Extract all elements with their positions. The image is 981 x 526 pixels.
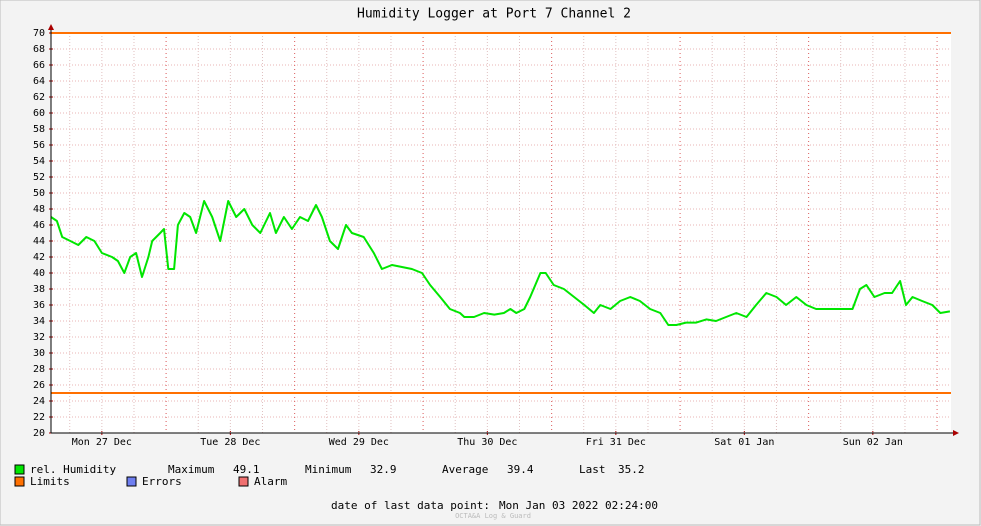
x-tick-label: Mon 27 Dec bbox=[72, 437, 132, 448]
legend-label: Limits bbox=[30, 475, 70, 488]
legend-label: rel. Humidity bbox=[30, 463, 116, 476]
stat-label: Minimum bbox=[305, 463, 352, 476]
y-tick-label: 34 bbox=[33, 316, 45, 327]
y-tick-label: 20 bbox=[33, 428, 45, 439]
stat-value: 35.2 bbox=[618, 463, 645, 476]
legend-swatch bbox=[14, 476, 25, 487]
y-tick-label: 56 bbox=[33, 140, 45, 151]
legend-swatch bbox=[238, 476, 249, 487]
y-tick-label: 44 bbox=[33, 236, 45, 247]
y-tick-label: 30 bbox=[33, 348, 45, 359]
y-tick-label: 70 bbox=[33, 28, 45, 39]
legend: rel. Humidity Limits Errors Alarm Maximu… bbox=[14, 463, 645, 488]
series-line bbox=[50, 200, 951, 326]
x-arrow bbox=[953, 430, 959, 436]
chart-title: Humidity Logger at Port 7 Channel 2 bbox=[357, 7, 631, 22]
y-tick-label: 64 bbox=[33, 76, 45, 87]
y-arrow bbox=[48, 24, 54, 30]
y-tick-label: 22 bbox=[33, 412, 45, 423]
y-tick-label: 24 bbox=[33, 396, 45, 407]
y-tick-label: 62 bbox=[33, 92, 45, 103]
plot-area bbox=[51, 33, 951, 433]
x-tick-label: Tue 28 Dec bbox=[200, 437, 260, 448]
stat-value: 32.9 bbox=[370, 463, 397, 476]
legend-swatch bbox=[14, 464, 25, 475]
y-tick-label: 40 bbox=[33, 268, 45, 279]
y-tick-label: 32 bbox=[33, 332, 45, 343]
x-tick-label: Fri 31 Dec bbox=[586, 437, 646, 448]
stat-label: Last bbox=[579, 463, 606, 476]
legend-label: Alarm bbox=[254, 475, 287, 488]
lines bbox=[50, 32, 951, 394]
y-tick-label: 28 bbox=[33, 364, 45, 375]
last-point: Mon Jan 03 2022 02:24:00 bbox=[499, 499, 658, 512]
stat-label: Average bbox=[442, 463, 488, 476]
legend-swatch bbox=[126, 476, 137, 487]
y-tick-label: 38 bbox=[33, 284, 45, 295]
y-tick-label: 50 bbox=[33, 188, 45, 199]
stat-value: 39.4 bbox=[507, 463, 534, 476]
x-tick-label: Sun 02 Jan bbox=[843, 437, 903, 448]
legend-label: Errors bbox=[142, 475, 182, 488]
y-tick-label: 60 bbox=[33, 108, 45, 119]
x-tick-label: Thu 30 Dec bbox=[457, 437, 517, 448]
grid bbox=[49, 32, 951, 435]
y-tick-label: 36 bbox=[33, 300, 45, 311]
last-point-label: date of last data point: bbox=[331, 499, 490, 512]
y-tick-label: 68 bbox=[33, 44, 45, 55]
y-tick-label: 42 bbox=[33, 252, 45, 263]
y-tick-label: 66 bbox=[33, 60, 45, 71]
y-tick-label: 48 bbox=[33, 204, 45, 215]
y-tick-label: 54 bbox=[33, 156, 45, 167]
y-tick-label: 58 bbox=[33, 124, 45, 135]
x-tick-label: Sat 01 Jan bbox=[714, 437, 774, 448]
stat-value: 49.1 bbox=[233, 463, 260, 476]
y-tick-label: 26 bbox=[33, 380, 45, 391]
y-tick-label: 52 bbox=[33, 172, 45, 183]
y-tick-label: 46 bbox=[33, 220, 45, 231]
footer: OCTA&A Log & Guard bbox=[455, 512, 531, 520]
x-tick-label: Wed 29 Dec bbox=[329, 437, 389, 448]
stat-label: Maximum bbox=[168, 463, 215, 476]
